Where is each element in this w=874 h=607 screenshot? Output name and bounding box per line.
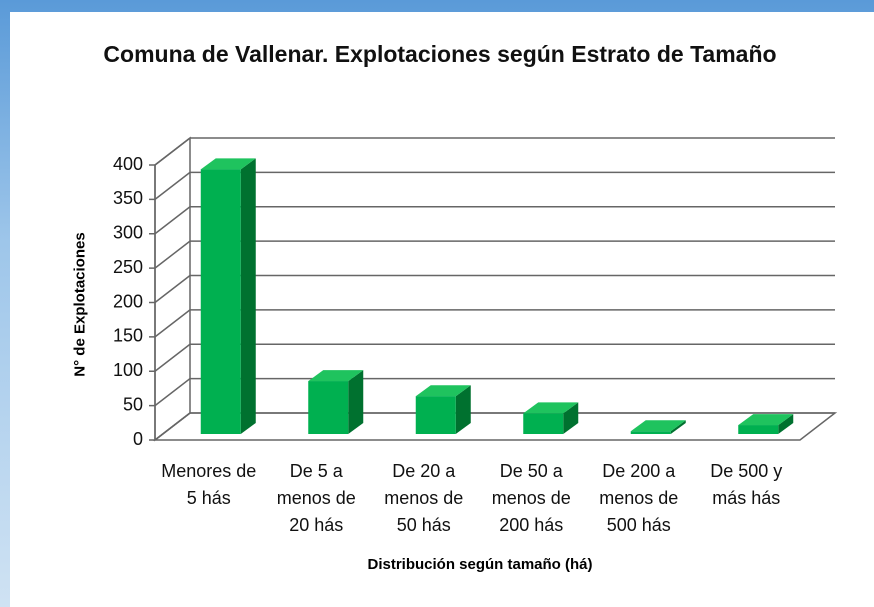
y-tick-label: 100 bbox=[113, 360, 143, 380]
grid-line bbox=[154, 412, 191, 441]
y-tick-label: 300 bbox=[113, 223, 143, 243]
x-tick-label: De 20 a menos de 50 hás bbox=[384, 461, 464, 535]
grid-line bbox=[154, 309, 191, 338]
grid-line bbox=[154, 206, 191, 235]
grid-line bbox=[154, 343, 191, 372]
bar-top bbox=[630, 420, 686, 432]
bar-top bbox=[738, 414, 794, 426]
bar-top bbox=[200, 158, 256, 170]
grid-line bbox=[154, 137, 191, 166]
bar bbox=[523, 413, 564, 434]
bar bbox=[308, 381, 349, 434]
bar-top bbox=[308, 370, 364, 382]
y-tick-label: 0 bbox=[133, 429, 143, 449]
x-tick-label: De 50 a menos de 200 hás bbox=[491, 461, 571, 535]
floor bbox=[152, 412, 838, 441]
grid-line bbox=[154, 378, 191, 407]
bar-side bbox=[455, 385, 471, 434]
bar bbox=[200, 169, 241, 434]
x-axis-label: Distribución según tamaño (há) bbox=[367, 556, 593, 573]
grid-line bbox=[154, 171, 191, 200]
y-tick-label: 150 bbox=[113, 326, 143, 346]
chart-title: Comuna de Vallenar. Explotaciones según … bbox=[103, 41, 777, 67]
bar-side bbox=[563, 402, 579, 434]
bar-side bbox=[240, 158, 256, 434]
bar-side bbox=[348, 370, 364, 434]
bar-top bbox=[415, 385, 471, 397]
bar bbox=[738, 425, 779, 434]
y-tick-label: 250 bbox=[113, 257, 143, 277]
y-tick-label: 400 bbox=[113, 154, 143, 174]
y-axis-label: N° de Explotaciones bbox=[71, 232, 89, 377]
bar-top bbox=[523, 402, 579, 414]
x-tick-label: De 5 a menos de 20 hás bbox=[276, 461, 356, 535]
grid-line bbox=[154, 240, 191, 269]
y-tick-label: 50 bbox=[123, 394, 143, 414]
bar-side bbox=[670, 420, 686, 434]
x-tick-label: De 200 a menos de 500 hás bbox=[599, 461, 679, 535]
x-tick-label: De 500 y más hás bbox=[710, 461, 783, 508]
y-tick-label: 200 bbox=[113, 291, 143, 311]
y-tick-label: 350 bbox=[113, 188, 143, 208]
x-tick-label: Menores de 5 hás bbox=[161, 461, 257, 508]
bar bbox=[415, 396, 456, 434]
bar bbox=[630, 431, 671, 434]
grid-line bbox=[154, 274, 191, 304]
bar-side bbox=[778, 414, 794, 434]
